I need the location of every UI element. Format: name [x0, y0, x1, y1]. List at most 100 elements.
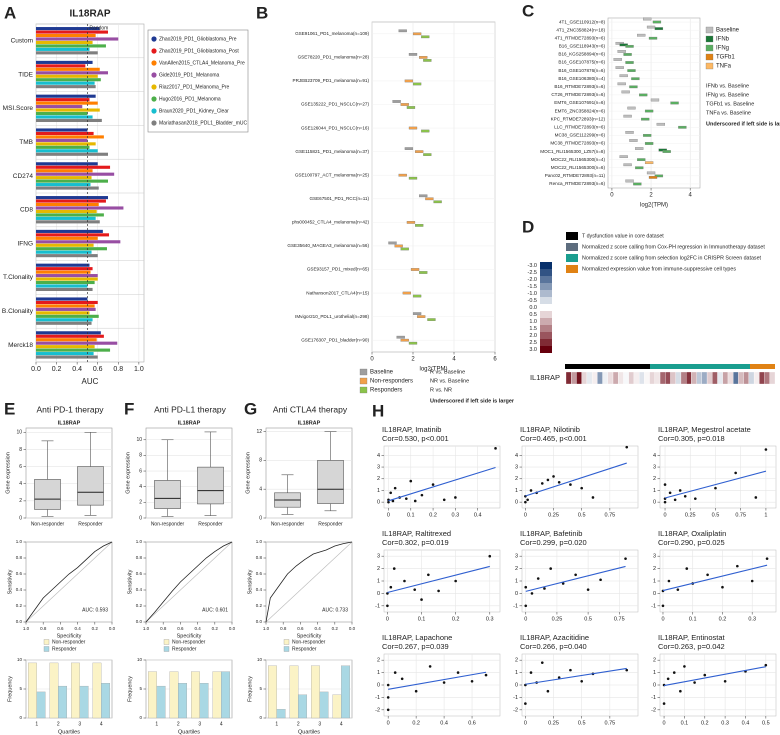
x-axis-label: log2(TPM) — [419, 367, 447, 373]
bar — [36, 37, 119, 41]
x-tick-label: 3 — [318, 721, 321, 727]
legend-label: Gide2019_PD1_Melanoma — [159, 72, 220, 78]
heat-cell — [644, 371, 650, 385]
legend-label: Mariathasan2018_PDL1_Bladder_mUC — [159, 120, 247, 126]
dot — [644, 109, 654, 113]
colorbar-label: 2.0 — [529, 333, 537, 339]
x-tick-label: 0.0 — [109, 626, 116, 631]
dot — [412, 32, 422, 36]
bar — [36, 297, 88, 301]
point — [663, 500, 667, 504]
row-label: GSE126044_PD1_NSCLC(n=16) — [301, 125, 370, 130]
point — [624, 557, 627, 560]
bar — [36, 304, 95, 308]
row-label: B16_GSE107875(n=6) — [558, 60, 605, 65]
bar — [36, 162, 98, 166]
bar — [36, 51, 98, 55]
x-tick-label: 0.75 — [735, 512, 746, 518]
chart-title: IL18RAP, Imatinib — [382, 425, 441, 434]
dot — [412, 294, 422, 298]
heat-cell — [733, 371, 739, 385]
panel-label: D — [522, 217, 534, 236]
dot — [396, 335, 405, 339]
bar — [190, 671, 200, 719]
legend-label: Non-responder — [52, 639, 86, 645]
dot — [421, 129, 430, 133]
heat-cell — [717, 371, 723, 385]
point — [400, 677, 404, 681]
dot — [613, 58, 622, 61]
bar — [36, 27, 100, 31]
row-label: GSE100797_ACT_melanoma(n=25) — [295, 172, 370, 177]
point — [591, 496, 595, 499]
point — [676, 588, 680, 591]
dot — [408, 126, 418, 130]
chart-subtitle: Cor=0.302, p=0.019 — [382, 538, 449, 547]
x-tick-label: 3 — [78, 721, 81, 727]
dot — [623, 163, 632, 167]
point — [706, 573, 709, 577]
diagonal — [25, 541, 113, 623]
group-bar — [650, 364, 750, 369]
bar — [36, 152, 108, 156]
y-tick-label: 2 — [515, 658, 518, 664]
colorbar-cell — [540, 290, 552, 297]
bar — [27, 662, 37, 719]
legend-label: Zhao2019_PD1_Glioblastoma_Pre — [159, 36, 237, 42]
bar — [36, 105, 83, 109]
row-label: Panc02_RTMDE72893(n=11) — [545, 173, 606, 178]
y-tick-label: 0 — [653, 500, 656, 506]
dot — [625, 44, 634, 48]
y-tick-label: 0 — [377, 682, 380, 688]
chart-subtitle: Cor=0.305, p=0.018 — [658, 434, 725, 443]
colorbar-cell — [540, 346, 552, 353]
row-label: 4T1_ZNC358824(n=18) — [556, 27, 605, 32]
legend-swatch — [151, 120, 157, 126]
fit-line — [525, 462, 627, 497]
dot — [650, 98, 660, 102]
y-tick-label: -1 — [513, 695, 518, 701]
x-tick-label: 0.25 — [548, 512, 559, 518]
dot — [404, 147, 414, 150]
row-label: GSE67501_PD1_RCC(n=11) — [309, 196, 369, 201]
colorbar-label: -0.5 — [528, 298, 537, 304]
heat-cell — [743, 371, 750, 385]
y-tick-label: 2 — [653, 566, 656, 572]
y-tick-label: 0 — [515, 591, 518, 597]
legend-swatch — [151, 84, 157, 90]
category-label: T.Clonality — [3, 274, 34, 281]
colorbar-label: 3.0 — [529, 347, 537, 353]
legend-label: Responder — [52, 646, 77, 652]
bar — [36, 85, 96, 89]
dot — [400, 338, 409, 342]
x-tick-label: 0 — [524, 616, 527, 622]
heat-cell — [759, 371, 765, 385]
bar — [36, 115, 93, 119]
plot-frame — [371, 21, 496, 353]
x-tick-label: Non-responder — [271, 521, 305, 527]
y-tick-label: 0.6 — [16, 571, 23, 576]
point — [393, 486, 397, 490]
dot — [406, 106, 416, 109]
legend-swatch — [359, 386, 368, 394]
legend-swatch — [151, 48, 157, 54]
legend-box — [147, 29, 249, 133]
dot — [425, 197, 434, 201]
y-tick-label: 0.6 — [256, 571, 263, 576]
bar — [36, 206, 124, 210]
heat-cell — [764, 371, 770, 385]
x-tick-label: 0.4 — [194, 626, 201, 631]
x-tick-label: 0 — [387, 512, 390, 518]
bar — [36, 345, 95, 349]
point — [625, 668, 629, 672]
legend-label: Hugo2016_PD1_Melanoma — [159, 96, 221, 102]
legend-swatch — [566, 265, 578, 273]
point — [580, 486, 583, 490]
bar — [36, 165, 111, 169]
heat-cell — [753, 371, 760, 385]
x-tick-label: 6 — [493, 357, 497, 363]
group-bar — [750, 364, 775, 369]
point — [536, 577, 540, 580]
heat-cell — [675, 371, 682, 385]
heat-cell — [649, 371, 655, 385]
